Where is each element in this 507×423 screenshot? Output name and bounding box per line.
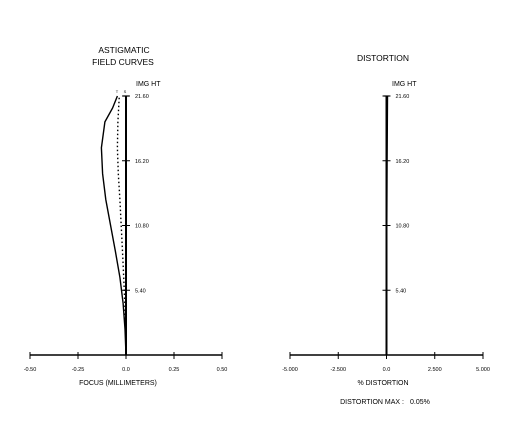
astigmatic-field-curves-chart: ASTIGMATIC FIELD CURVES IMG HT T S -0.50… [24,45,228,387]
astig-title-line1: ASTIGMATIC [98,45,149,55]
series-label-s: S [124,89,127,94]
astig-y-tick-label: 10.80 [135,224,149,230]
astig-x-tick-label: 0.25 [169,367,180,373]
astig-title-line2: FIELD CURVES [92,57,154,67]
distortion-y-tick-label: 21.60 [396,94,410,100]
astig-x-tick-label: -0.25 [72,367,85,373]
distortion-x-tick-label: 5.000 [476,367,490,373]
astig-x-tick-label: -0.50 [24,367,37,373]
distortion-series-1-line [385,95,389,356]
astig-x-tick-label: 0.50 [217,367,228,373]
distortion-x-axis-label: % DISTORTION [357,380,408,387]
distortion-x-tick-label: -2.500 [330,367,346,373]
distortion-x-tick-label: 2.500 [428,367,442,373]
astig-y-tick-label: 16.20 [135,159,149,165]
distortion-x-tick-label: 0.0 [383,367,391,373]
astig-series-t-line [100,95,127,356]
distortion-max-label: DISTORTION MAX : [340,399,404,406]
distortion-max-value: 0.05% [410,399,430,406]
astig-x-axis-label: FOCUS (MILLIMETERS) [79,380,157,387]
distortion-y-axis-label: IMG HT [392,81,417,88]
distortion-title: DISTORTION [357,53,409,63]
astig-y-tick-label: 21.60 [135,94,149,100]
astig-x-tick-label: 0.0 [122,367,130,373]
astig-series-s-line [116,95,127,356]
distortion-y-tick-label: 10.80 [396,224,410,230]
astig-y-tick-label: 5.40 [135,288,146,294]
distortion-y-tick-label: 16.20 [396,159,410,165]
astig-y-axis-label: IMG HT [136,81,161,88]
distortion-chart: DISTORTION IMG HT -5.000 -2.500 0.0 2.500 5.… [282,53,490,406]
distortion-x-tick-label: -5.000 [282,367,298,373]
distortion-y-tick-label: 5.40 [396,288,407,294]
series-label-t: T [116,89,119,94]
